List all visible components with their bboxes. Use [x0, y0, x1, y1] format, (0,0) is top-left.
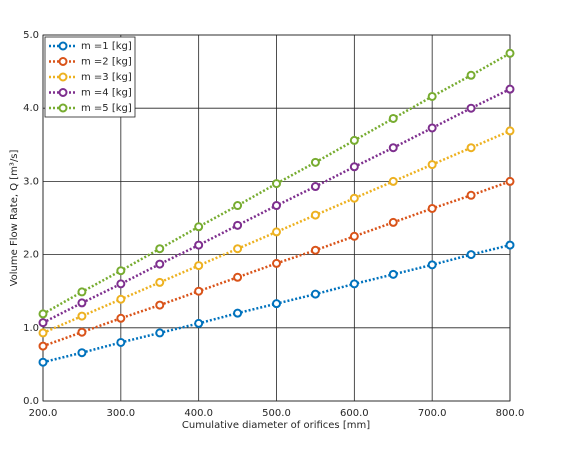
data-point	[427, 160, 437, 170]
axes-box	[42, 34, 511, 402]
data-point	[194, 261, 204, 271]
x-tick-label: 600.0	[340, 408, 369, 419]
data-point	[272, 179, 281, 189]
x-tick-label: 200.0	[29, 408, 58, 419]
data-point	[194, 318, 204, 328]
data-point	[155, 244, 165, 254]
y-tick-label: 2.0	[23, 250, 39, 261]
data-point	[116, 266, 126, 276]
data-point	[427, 123, 437, 133]
legend-label: m =2 [kg]	[81, 57, 132, 68]
data-point	[310, 289, 320, 299]
y-tick-label: 3.0	[23, 176, 39, 187]
data-point	[466, 250, 476, 260]
data-point	[349, 231, 359, 241]
legend-label: m =3 [kg]	[81, 72, 132, 83]
legend-marker	[58, 88, 68, 97]
data-point	[116, 337, 126, 347]
data-point	[116, 279, 126, 289]
data-point	[77, 348, 87, 358]
x-tick-label: 800.0	[496, 408, 525, 419]
x-axis-label: Cumulative diameter of orifices [mm]	[182, 420, 370, 431]
data-point	[272, 227, 281, 237]
data-point	[116, 294, 126, 304]
data-point	[505, 48, 515, 58]
data-point	[466, 103, 476, 113]
data-point	[194, 240, 204, 250]
legend-label: m =4 [kg]	[81, 88, 132, 99]
x-tick-label: 700.0	[418, 408, 447, 419]
data-point	[77, 327, 87, 337]
data-point	[388, 269, 398, 279]
y-tick-label: 1.0	[23, 323, 39, 334]
data-point	[427, 260, 437, 270]
data-point	[310, 182, 320, 192]
x-tick-label: 500.0	[262, 408, 291, 419]
legend-marker	[58, 72, 68, 82]
data-point	[427, 91, 437, 101]
data-point	[310, 210, 320, 220]
data-point	[194, 286, 204, 296]
legend-marker	[58, 41, 68, 51]
data-point	[349, 279, 359, 289]
data-point	[155, 277, 165, 287]
data-point	[466, 143, 476, 153]
legend-marker	[58, 57, 68, 66]
x-tick-label: 300.0	[107, 408, 136, 419]
data-point	[466, 190, 476, 200]
data-point	[310, 245, 320, 255]
data-point	[466, 70, 476, 80]
data-point	[38, 328, 48, 338]
data-point	[155, 328, 165, 338]
data-point	[77, 298, 87, 308]
data-point	[38, 357, 48, 367]
data-point	[388, 217, 398, 227]
data-point	[272, 258, 281, 268]
legend-label: m =5 [kg]	[81, 103, 132, 114]
data-point	[233, 220, 243, 230]
data-point	[388, 176, 398, 186]
data-point	[388, 143, 398, 153]
data-point	[349, 193, 359, 203]
data-point	[233, 201, 243, 211]
data-point	[505, 240, 515, 250]
data-point	[310, 157, 320, 167]
data-point	[272, 201, 281, 211]
y-axis-label: Volume Flow Rate, Q [m³/s]	[9, 149, 20, 286]
data-point	[194, 222, 204, 232]
data-point	[505, 126, 515, 136]
data-point	[77, 311, 87, 321]
data-point	[38, 341, 48, 351]
data-point	[233, 272, 243, 282]
data-point	[505, 84, 515, 94]
legend-label: m =1 [kg]	[81, 41, 132, 52]
data-point	[38, 318, 48, 328]
y-tick-label: 0.0	[23, 396, 39, 407]
data-point	[349, 135, 359, 145]
data-point	[38, 309, 48, 319]
data-point	[233, 308, 243, 318]
data-point	[116, 313, 126, 323]
data-point	[427, 203, 437, 213]
data-point	[349, 162, 359, 172]
data-point	[155, 259, 165, 269]
data-point	[272, 299, 281, 309]
x-tick-label: 400.0	[184, 408, 213, 419]
data-point	[233, 244, 243, 254]
data-point	[155, 300, 165, 310]
data-point	[77, 287, 87, 297]
data-point	[388, 113, 398, 123]
legend-marker	[58, 103, 68, 113]
data-point	[505, 176, 515, 186]
y-tick-label: 4.0	[23, 103, 39, 114]
y-tick-label: 5.0	[23, 30, 39, 41]
